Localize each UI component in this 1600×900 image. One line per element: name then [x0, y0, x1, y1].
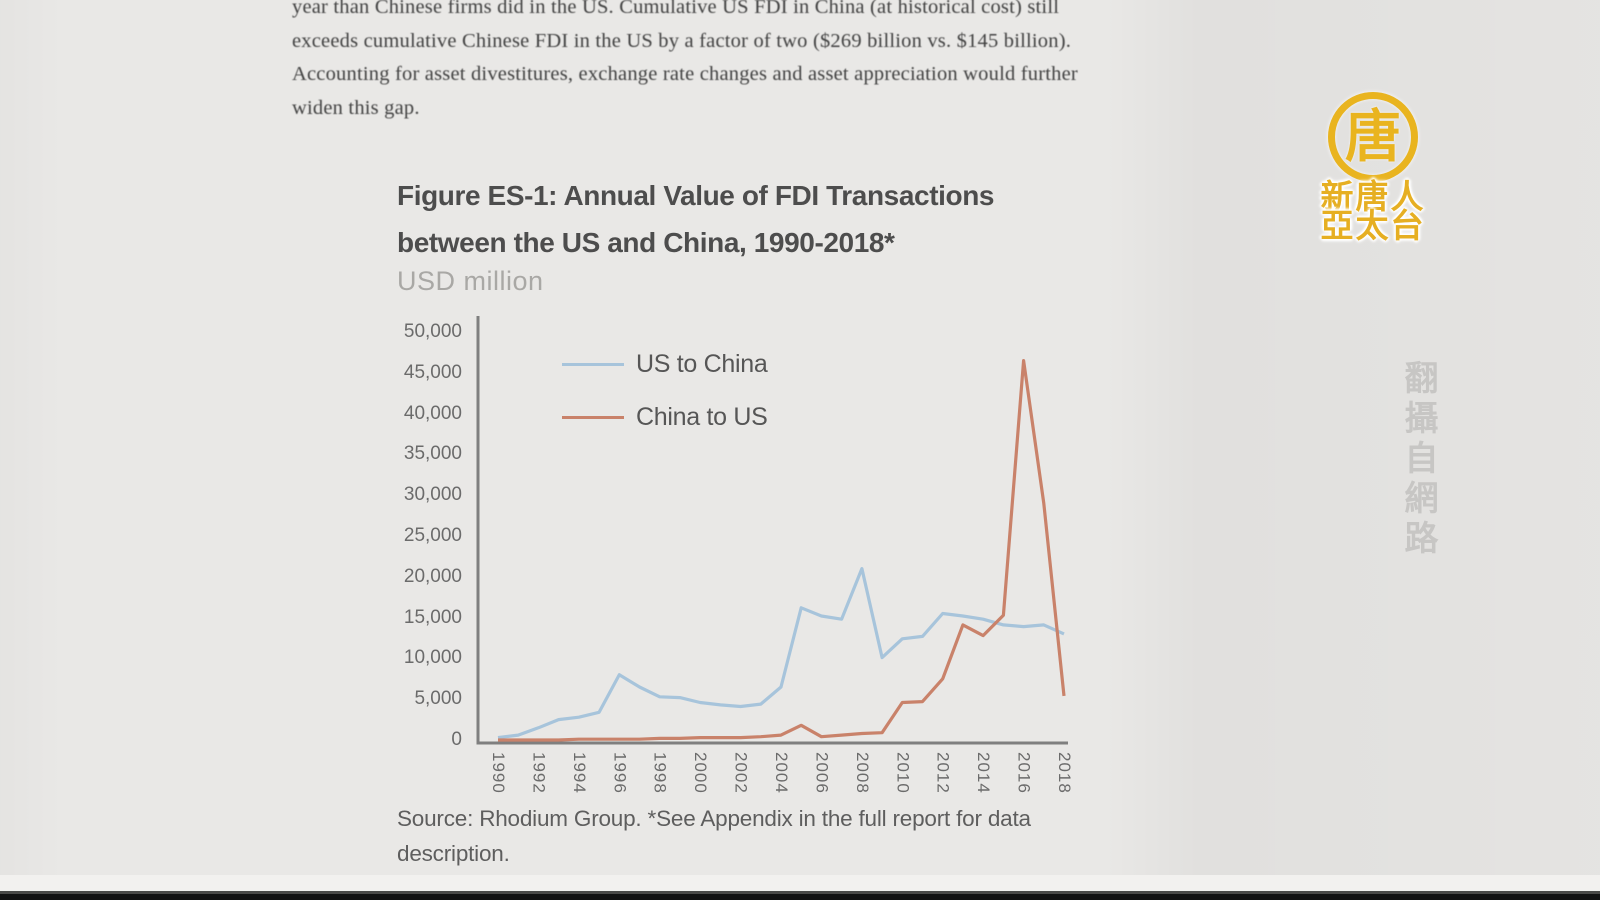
source-note: Source: Rhodium Group. *See Appendix in …	[397, 801, 1031, 871]
ntd-logo-text-line2: 亞太台	[1320, 207, 1426, 244]
x-tick-label: 2016	[1014, 752, 1034, 794]
legend-item-china-to-us: China to US	[562, 403, 768, 431]
chart-axes	[476, 316, 1068, 745]
y-tick-label: 0	[451, 729, 462, 750]
intro-line: widen this gap.	[292, 96, 420, 119]
intro-line: exceeds cumulative Chinese FDI in the US…	[292, 29, 1072, 52]
y-tick-label: 45,000	[403, 361, 462, 383]
report-intro-paragraph: year than Chinese firms did in the US. C…	[292, 0, 1192, 125]
y-tick-label: 50,000	[403, 321, 462, 342]
y-tick-label: 10,000	[403, 647, 462, 669]
bottom-divider-line	[0, 891, 1600, 894]
figure-title-line2: between the US and China, 1990-2018*	[397, 227, 895, 258]
figure-title-line1: Figure ES-1: Annual Value of FDI Transac…	[397, 180, 995, 211]
intro-line: year than Chinese firms did in the US. C…	[292, 0, 1060, 18]
x-tick-label: 2000	[691, 752, 711, 794]
x-tick-label: 2010	[893, 752, 913, 794]
legend-label: China to US	[636, 402, 768, 431]
y-tick-label: 35,000	[403, 443, 462, 465]
x-tick-label: 1994	[569, 752, 589, 794]
chart-canvas	[476, 316, 1068, 745]
y-tick-label: 25,000	[403, 525, 462, 546]
chart-legend: US to China China to US	[562, 350, 768, 456]
legend-swatch-orange-line	[562, 415, 624, 419]
vertical-watermark: 翻攝自網路	[1399, 360, 1437, 560]
bottom-light-strip	[0, 875, 1600, 891]
x-tick-label: 1998	[650, 752, 670, 794]
x-tick-label: 2002	[731, 752, 751, 794]
ntd-logo-text-line1: 新唐人	[1320, 178, 1426, 215]
legend-label: US to China	[636, 349, 768, 378]
ntd-logo-tang-character: 唐	[1345, 105, 1401, 168]
y-tick-label: 30,000	[403, 484, 462, 506]
x-tick-label: 1996	[610, 752, 630, 794]
series-line-china-to-us	[498, 358, 1066, 742]
legend-swatch-blue-line	[562, 362, 624, 366]
x-tick-label: 2008	[852, 752, 872, 794]
x-tick-label: 2012	[933, 752, 953, 794]
y-tick-label: 40,000	[403, 402, 462, 424]
x-tick-label: 2006	[812, 752, 832, 794]
y-axis-units-label: USD million	[397, 266, 544, 296]
x-tick-label: 2018	[1055, 752, 1074, 794]
ntd-logo-ring-icon: 唐	[1328, 92, 1418, 182]
ntd-station-logo: 唐 新唐人 亞太台	[1318, 92, 1428, 244]
x-tick-label: 1992	[529, 752, 549, 794]
legend-item-us-to-china: US to China	[562, 350, 768, 378]
intro-line: Accounting for asset divestitures, excha…	[292, 63, 1078, 85]
figure-title: Figure ES-1: Annual Value of FDI Transac…	[397, 172, 994, 266]
series-line-us-to-china	[497, 567, 1065, 740]
fdi-line-chart: 0 5,000 10,000 15,000 20,000 25,000 30,000 35,0…	[404, 312, 1082, 794]
y-tick-label: 20,000	[403, 565, 462, 587]
y-tick-label: 15,000	[403, 606, 462, 628]
x-tick-label: 2014	[974, 752, 994, 794]
ntd-logo-text: 新唐人 亞太台	[1318, 178, 1428, 244]
y-tick-label: 5,000	[414, 688, 462, 710]
letterbox-bar	[0, 894, 1600, 900]
source-line1: Source: Rhodium Group. *See Appendix in …	[397, 806, 1031, 831]
x-tick-label: 1990	[489, 752, 508, 794]
source-line2: description.	[397, 841, 510, 866]
x-tick-label: 2004	[772, 752, 791, 794]
